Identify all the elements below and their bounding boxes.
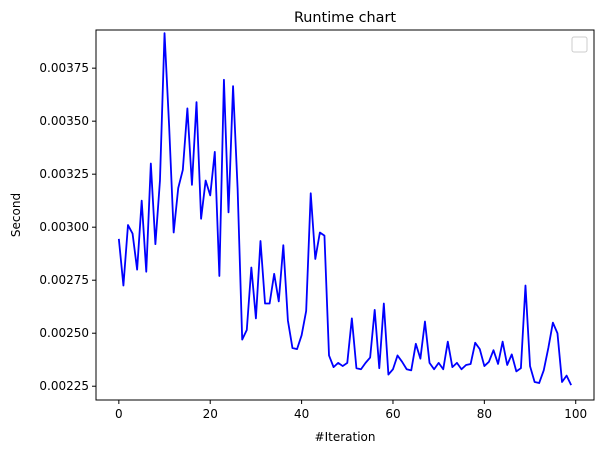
x-tick-label: 60 bbox=[385, 407, 400, 421]
x-axis-title: #Iteration bbox=[315, 430, 376, 444]
chart-title: Runtime chart bbox=[294, 10, 396, 26]
x-axis-ticks: 0 20 40 60 80 100 bbox=[115, 400, 587, 421]
x-tick-label: 20 bbox=[203, 407, 218, 421]
legend-box bbox=[571, 36, 588, 53]
plot-frame bbox=[95, 29, 595, 401]
y-tick-label: 0.00325 bbox=[39, 167, 89, 181]
y-tick-label: 0.00375 bbox=[39, 61, 89, 75]
x-tick-label: 40 bbox=[294, 407, 309, 421]
legend bbox=[571, 36, 588, 53]
y-tick-label: 0.00300 bbox=[39, 220, 89, 234]
x-tick-label: 0 bbox=[115, 407, 123, 421]
y-tick-label: 0.00225 bbox=[39, 379, 89, 393]
y-tick-label: 0.00250 bbox=[39, 326, 89, 340]
x-tick-label: 100 bbox=[564, 407, 587, 421]
y-axis-title: Second bbox=[9, 193, 23, 237]
y-tick-label: 0.00275 bbox=[39, 273, 89, 287]
y-axis-ticks: 0.00225 0.00250 0.00275 0.00300 0.00325 0.003… bbox=[39, 61, 96, 393]
series-line bbox=[117, 32, 572, 386]
y-tick-label: 0.00350 bbox=[39, 114, 89, 128]
x-tick-label: 80 bbox=[477, 407, 492, 421]
plot-area bbox=[96, 30, 594, 400]
